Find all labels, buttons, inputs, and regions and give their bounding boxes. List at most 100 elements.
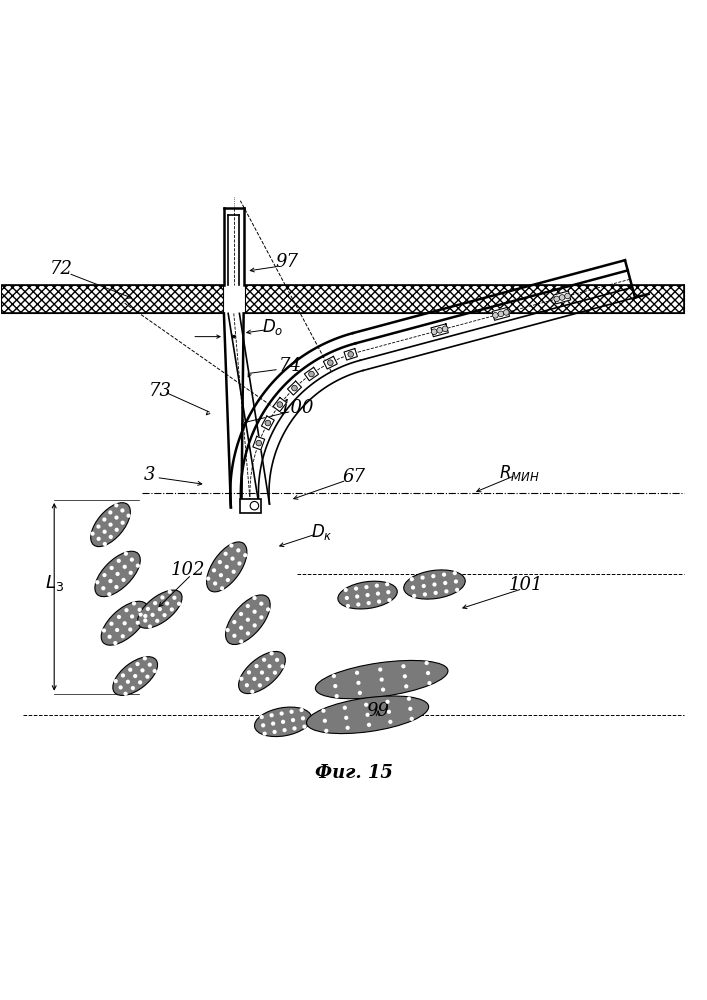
- Circle shape: [426, 671, 430, 675]
- Circle shape: [132, 601, 136, 606]
- Circle shape: [103, 517, 107, 522]
- Circle shape: [110, 566, 114, 570]
- Circle shape: [348, 352, 354, 357]
- Circle shape: [262, 658, 266, 662]
- Circle shape: [303, 725, 307, 729]
- Circle shape: [387, 710, 391, 714]
- Circle shape: [407, 697, 411, 701]
- Circle shape: [114, 503, 118, 507]
- Circle shape: [146, 675, 149, 679]
- Polygon shape: [431, 324, 448, 337]
- Polygon shape: [262, 416, 274, 430]
- Circle shape: [151, 613, 155, 617]
- Circle shape: [246, 631, 250, 636]
- Circle shape: [355, 671, 359, 675]
- Circle shape: [266, 607, 270, 611]
- Circle shape: [364, 703, 368, 707]
- Circle shape: [206, 576, 211, 581]
- Circle shape: [146, 607, 150, 611]
- Circle shape: [402, 664, 406, 668]
- Circle shape: [259, 602, 264, 606]
- Circle shape: [122, 565, 127, 569]
- Circle shape: [333, 684, 337, 688]
- Circle shape: [366, 593, 370, 597]
- Circle shape: [455, 588, 460, 592]
- Circle shape: [281, 664, 285, 668]
- Circle shape: [219, 573, 223, 577]
- Circle shape: [130, 614, 134, 619]
- Circle shape: [108, 523, 112, 527]
- Circle shape: [250, 690, 255, 694]
- Circle shape: [366, 713, 370, 717]
- Circle shape: [309, 371, 315, 377]
- Circle shape: [128, 627, 132, 632]
- Circle shape: [388, 720, 392, 724]
- Circle shape: [239, 677, 243, 681]
- Circle shape: [255, 664, 259, 668]
- Circle shape: [121, 634, 125, 638]
- Circle shape: [245, 683, 249, 687]
- Circle shape: [385, 582, 390, 586]
- Ellipse shape: [95, 551, 140, 597]
- Circle shape: [344, 588, 348, 592]
- Circle shape: [410, 577, 414, 581]
- Circle shape: [236, 548, 240, 552]
- Circle shape: [160, 595, 165, 600]
- Circle shape: [115, 572, 119, 576]
- Polygon shape: [305, 367, 318, 381]
- Circle shape: [346, 726, 350, 730]
- Circle shape: [114, 679, 118, 683]
- Circle shape: [115, 528, 119, 532]
- Circle shape: [122, 621, 127, 625]
- Circle shape: [170, 607, 174, 612]
- Circle shape: [173, 596, 177, 600]
- Circle shape: [327, 360, 333, 366]
- Circle shape: [376, 591, 380, 596]
- Circle shape: [247, 670, 251, 675]
- Circle shape: [267, 664, 271, 668]
- Text: $R_{\mathit{МИН}}$: $R_{\mathit{МИН}}$: [498, 463, 539, 483]
- Circle shape: [344, 716, 349, 720]
- Text: 100: 100: [280, 399, 315, 417]
- Circle shape: [323, 719, 327, 723]
- Circle shape: [346, 604, 350, 608]
- Circle shape: [103, 542, 107, 546]
- Circle shape: [252, 677, 257, 681]
- Ellipse shape: [113, 657, 158, 695]
- Text: 72: 72: [49, 260, 73, 278]
- Text: 74: 74: [279, 357, 302, 375]
- Circle shape: [97, 537, 101, 541]
- Circle shape: [130, 558, 134, 562]
- Circle shape: [301, 716, 305, 720]
- Circle shape: [275, 658, 279, 662]
- Circle shape: [124, 552, 128, 556]
- Ellipse shape: [238, 651, 286, 694]
- Circle shape: [148, 624, 152, 629]
- Circle shape: [239, 626, 243, 630]
- Text: $D_o$: $D_o$: [262, 317, 284, 337]
- Circle shape: [212, 568, 216, 572]
- Circle shape: [109, 535, 113, 539]
- Circle shape: [153, 669, 157, 673]
- Circle shape: [427, 681, 431, 685]
- Text: 99: 99: [367, 702, 390, 720]
- Circle shape: [120, 521, 124, 525]
- Circle shape: [138, 608, 142, 612]
- Circle shape: [117, 559, 121, 563]
- Text: $L_3$: $L_3$: [45, 573, 64, 593]
- Circle shape: [262, 732, 267, 736]
- Circle shape: [168, 590, 172, 594]
- Polygon shape: [273, 398, 286, 412]
- Circle shape: [252, 596, 257, 600]
- Circle shape: [252, 623, 257, 628]
- Circle shape: [358, 691, 362, 695]
- Circle shape: [292, 385, 298, 391]
- Polygon shape: [554, 291, 571, 304]
- Circle shape: [117, 615, 121, 619]
- Circle shape: [265, 420, 271, 426]
- Circle shape: [213, 581, 217, 586]
- Circle shape: [443, 326, 448, 332]
- Polygon shape: [288, 381, 301, 395]
- Circle shape: [96, 524, 100, 529]
- Circle shape: [259, 715, 264, 719]
